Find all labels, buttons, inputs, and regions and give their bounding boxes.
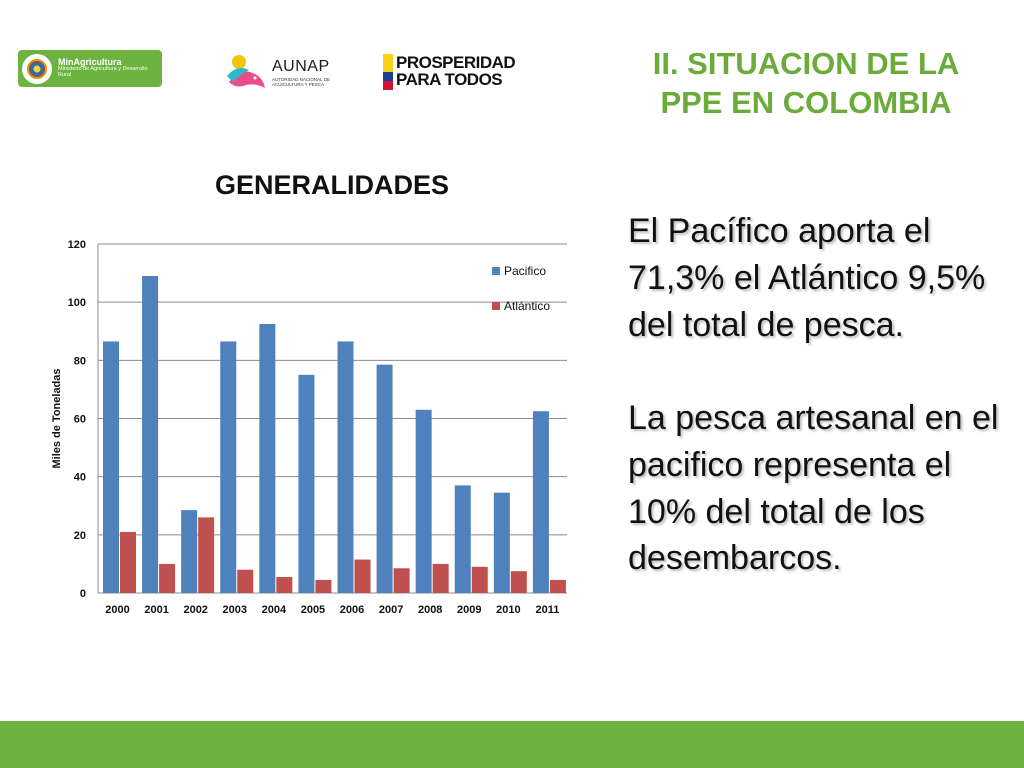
- legend-label: Atlántico: [504, 299, 550, 313]
- y-axis-label: Miles de Toneladas: [51, 368, 63, 468]
- prosperidad-logo-line1: PROSPERIDAD: [396, 53, 516, 72]
- x-tick-label: 2000: [105, 604, 129, 616]
- bar-atlántico-2005: [315, 579, 332, 593]
- x-tick-label: 2011: [536, 604, 560, 616]
- bar-atlántico-2007: [393, 568, 410, 593]
- body-paragraph-2: La pesca artesanal en el pacifico repres…: [628, 398, 999, 578]
- y-tick-label: 120: [68, 239, 86, 251]
- x-tick-label: 2008: [418, 604, 442, 616]
- bar-pacifico-2003: [220, 341, 237, 593]
- chart-heading: GENERALIDADES: [215, 170, 450, 200]
- y-tick-label: 100: [68, 297, 86, 309]
- y-tick-label: 0: [80, 588, 86, 600]
- aunap-logo: AUNAP AUTORIDAD NACIONAL DE ACUICULTURA …: [225, 52, 345, 92]
- minagricultura-logo: MinAgricultura Ministerio de Agricultura…: [18, 50, 162, 87]
- bar-chart: 0 20 40 60 80 100 120 Miles de Toneladas 2000 200…: [51, 239, 567, 616]
- slide-title: II. SITUACION DE LA PPE EN COLOMBIA: [626, 45, 986, 123]
- x-tick-label: 2009: [457, 604, 481, 616]
- x-tick-label: 2005: [301, 604, 325, 616]
- aunap-fish-icon: [227, 55, 265, 88]
- colombia-seal-icon: [22, 53, 52, 84]
- y-tick-label: 60: [74, 414, 86, 426]
- bar-pacifico-2004: [259, 323, 276, 593]
- x-tick-label: 2004: [262, 604, 287, 616]
- y-tick-label: 80: [74, 355, 86, 367]
- colombia-flag-icon: [383, 54, 393, 90]
- bar-pacifico-2001: [142, 275, 159, 593]
- bar-atlántico-2010: [510, 571, 527, 593]
- bar-pacifico-2009: [454, 485, 471, 593]
- bar-atlántico-2000: [120, 531, 136, 593]
- bar-atlántico-2009: [471, 566, 488, 593]
- bar-atlántico-2004: [276, 577, 293, 593]
- body-paragraph-1: El Pacífico aporta el 71,3% el Atlántico…: [628, 212, 986, 344]
- minagricultura-logo-subtitle: Ministerio de Agricultura y Desarrollo R…: [58, 66, 148, 79]
- bar-pacifico-2008: [415, 409, 432, 593]
- bar-atlántico-2001: [159, 563, 176, 593]
- footer-bar: [0, 721, 1024, 768]
- bar-pacifico-2006: [337, 341, 354, 593]
- minagricultura-logo-title: MinAgricultura: [58, 57, 122, 68]
- legend-label: Pacifico: [504, 264, 546, 278]
- slide-title-line1: II. SITUACION DE LA: [652, 46, 960, 81]
- x-tick-label: 2006: [340, 604, 364, 616]
- y-tick-label: 40: [74, 472, 86, 484]
- bar-atlántico-2006: [354, 559, 371, 593]
- y-tick-label: 20: [74, 530, 86, 542]
- bar-atlántico-2002: [198, 517, 215, 593]
- bar-pacifico-2010: [493, 492, 510, 593]
- x-tick-label: 2001: [144, 604, 168, 616]
- legend-swatch-atlántico: [492, 302, 500, 310]
- bar-pacifico-2002: [181, 510, 198, 593]
- x-tick-label: 2010: [496, 604, 520, 616]
- bar-atlántico-2003: [237, 569, 254, 593]
- bar-atlántico-2008: [432, 563, 449, 593]
- legend-swatch-pacifico: [492, 267, 500, 275]
- x-tick-label: 2002: [183, 604, 207, 616]
- bar-atlántico-2011: [549, 579, 566, 593]
- slide-title-line2: PPE EN COLOMBIA: [660, 84, 952, 120]
- bar-pacifico-2000: [103, 341, 119, 593]
- x-tick-label: 2007: [379, 604, 403, 616]
- body-text: El Pacífico aporta el 71,3% el Atlántico…: [628, 208, 1008, 582]
- bar-pacifico-2011: [532, 411, 549, 593]
- x-tick-label: 2003: [223, 604, 247, 616]
- bar-pacifico-2005: [298, 374, 315, 593]
- aunap-logo-subtitle: AUTORIDAD NACIONAL DE ACUICULTURA Y PESC…: [272, 77, 331, 87]
- prosperidad-logo-line2: PARA TODOS: [396, 70, 503, 89]
- aunap-logo-name: AUNAP: [272, 58, 330, 75]
- bar-pacifico-2007: [376, 364, 393, 593]
